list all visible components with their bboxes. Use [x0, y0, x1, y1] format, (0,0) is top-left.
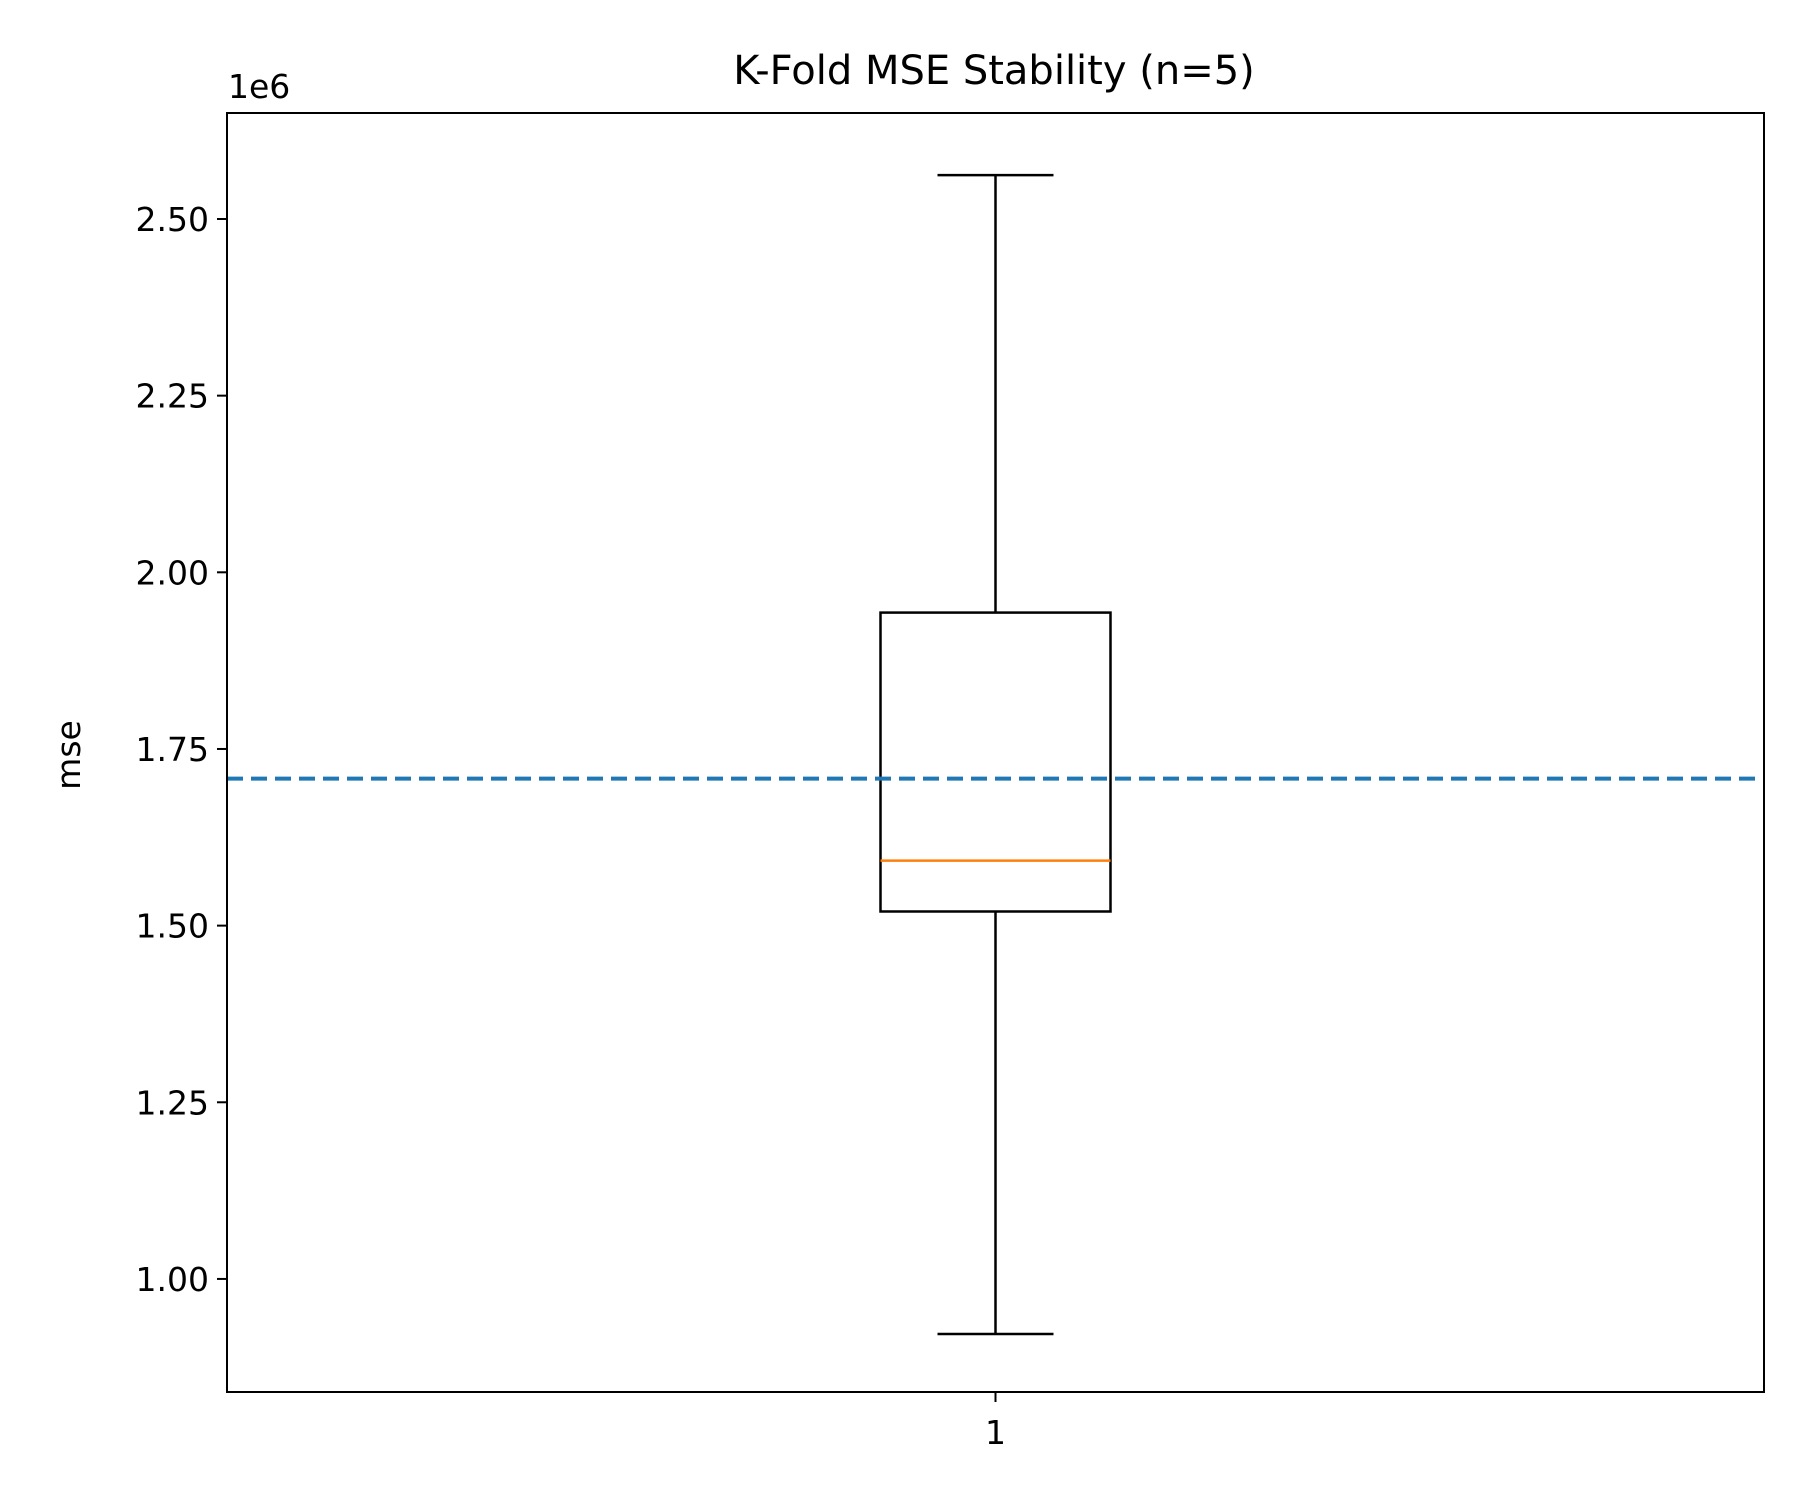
y-tick-label: 2.25	[136, 377, 209, 416]
y-tick-label: 1.75	[136, 730, 209, 769]
plot-area: 1.00 1.25 1.50 1.75 2.00 2.25 2.50 1	[136, 112, 1765, 1452]
x-tick-label: 1	[985, 1413, 1006, 1452]
y-tick-label: 2.50	[136, 200, 209, 239]
chart-title: K-Fold MSE Stability (n=5)	[733, 48, 1255, 94]
y-tick-label: 1.00	[136, 1260, 209, 1299]
plot-frame	[226, 112, 1765, 1393]
y-tick-label: 1.50	[136, 907, 209, 946]
interquartile-box	[879, 611, 1112, 913]
y-tick-label: 1.25	[136, 1083, 209, 1122]
y-axis-offset-label: 1e6	[228, 67, 290, 106]
y-axis-label: mse	[49, 720, 88, 790]
y-tick-label: 2.00	[136, 553, 209, 592]
